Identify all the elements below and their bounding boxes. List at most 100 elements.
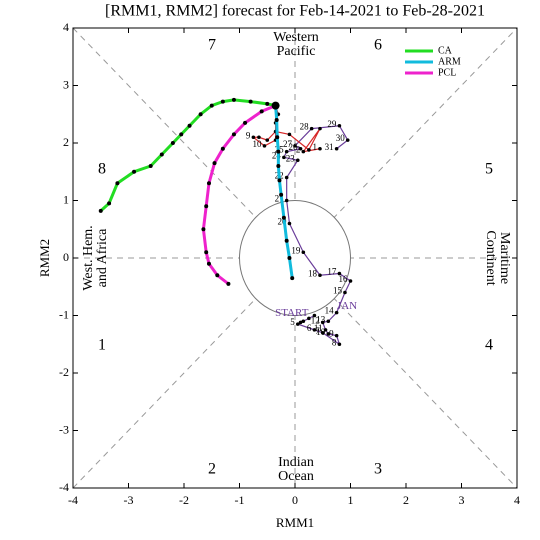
forecast-point xyxy=(231,132,236,137)
forecast-point xyxy=(115,181,120,186)
observed-point xyxy=(301,250,306,255)
legend-label: ARM xyxy=(438,56,461,67)
forecast-point xyxy=(187,123,192,128)
day-label: 29 xyxy=(327,119,337,129)
day-label: 28 xyxy=(300,122,310,132)
day-label: 5 xyxy=(290,317,295,327)
day-label: 11 xyxy=(314,323,323,333)
day-label: 20 xyxy=(277,217,287,227)
forecast-point xyxy=(275,135,280,140)
observed-point xyxy=(309,126,314,131)
observed-point xyxy=(318,273,322,278)
observed-point xyxy=(298,320,303,325)
observed-point xyxy=(337,271,342,276)
y-tick-label: 1 xyxy=(63,192,69,206)
forecast-point xyxy=(204,204,209,209)
chart-title: [RMM1, RMM2] forecast for Feb-14-2021 to… xyxy=(105,3,485,20)
forecast-point xyxy=(209,103,214,108)
start-label: START xyxy=(275,307,309,319)
region-text: MaritimeContinent xyxy=(483,230,512,285)
forecast-point xyxy=(215,273,220,278)
observed-point xyxy=(262,144,267,148)
day-label: 1 xyxy=(312,142,317,152)
forecast-point xyxy=(276,149,281,154)
region-label: MaritimeContinent xyxy=(483,230,512,285)
observed-point xyxy=(337,123,342,128)
month-label: JAN xyxy=(337,300,357,312)
day-label: 30 xyxy=(336,133,346,143)
forecast-point xyxy=(274,118,279,122)
region-label: West. Hem.and Africa xyxy=(81,225,110,290)
observed-point xyxy=(293,144,297,148)
forecast-point xyxy=(206,181,211,186)
forecast-point xyxy=(287,256,292,260)
forecast-point xyxy=(201,227,206,232)
observed-point xyxy=(334,146,339,151)
forecast-point xyxy=(204,250,209,255)
day-label: 24 xyxy=(272,150,282,160)
x-axis-label: RMM1 xyxy=(276,515,314,530)
forecast-point xyxy=(212,161,217,166)
observed-point xyxy=(323,328,328,332)
region-label: Western Pacific xyxy=(273,30,319,59)
observed-point xyxy=(287,221,292,226)
forecast-point xyxy=(159,152,164,157)
observed-point xyxy=(312,328,317,332)
observed-point xyxy=(320,320,325,325)
forecast-point xyxy=(259,109,264,114)
forecast-point xyxy=(279,192,284,197)
y-tick-label: -3 xyxy=(59,422,69,436)
observed-point xyxy=(345,138,350,142)
day-label: 2 xyxy=(296,145,301,155)
observed-point xyxy=(320,330,325,335)
phase-number: 4 xyxy=(485,337,493,354)
observed-point xyxy=(326,332,331,336)
region-text: Indian Ocean xyxy=(278,455,314,484)
forecast-point xyxy=(277,178,282,183)
forecast-point xyxy=(231,97,236,102)
day-label: 13 xyxy=(316,314,326,324)
forecast-point xyxy=(220,146,225,151)
phase-number: 2 xyxy=(208,461,216,478)
y-tick-label: 4 xyxy=(63,20,69,34)
forecast-point xyxy=(107,201,112,206)
observed-point xyxy=(334,310,339,315)
day-label: 10 xyxy=(316,327,326,337)
forecast-point xyxy=(132,169,137,174)
observed-point xyxy=(334,333,339,338)
legend-label: CA xyxy=(438,45,453,56)
forecast-point xyxy=(206,261,211,266)
day-label: 9 xyxy=(329,329,334,339)
day-label: 15 xyxy=(333,286,343,296)
forecast-line xyxy=(99,98,276,212)
x-tick-label: 3 xyxy=(459,493,465,507)
region-label: Indian Ocean xyxy=(278,455,314,484)
observed-point xyxy=(284,175,289,180)
forecast-point xyxy=(265,101,270,106)
observed-point xyxy=(284,149,289,154)
day-label: 27 xyxy=(283,139,293,149)
y-tick-label: 0 xyxy=(63,250,69,264)
phase-number: 7 xyxy=(208,37,216,54)
day-label: 21 xyxy=(275,194,284,204)
observed-point xyxy=(307,148,311,152)
x-tick-label: -2 xyxy=(179,493,189,507)
final-point xyxy=(271,101,280,110)
observed-point xyxy=(282,155,286,160)
observed-point xyxy=(298,146,303,151)
y-tick-label: -4 xyxy=(59,480,69,494)
forecast-point xyxy=(243,120,248,125)
forecast-point xyxy=(170,141,175,145)
day-label: 14 xyxy=(325,306,335,316)
day-label: 6 xyxy=(307,323,312,333)
day-label: 19 xyxy=(291,245,301,255)
observed-point xyxy=(265,138,270,142)
x-tick-label: -3 xyxy=(124,493,134,507)
forecast-point xyxy=(248,99,253,104)
day-label: 7 xyxy=(315,326,320,336)
y-tick-label: 2 xyxy=(63,135,69,149)
forecast-point xyxy=(276,164,281,168)
y-tick-label: 3 xyxy=(63,77,69,91)
day-label: 31 xyxy=(325,142,334,152)
